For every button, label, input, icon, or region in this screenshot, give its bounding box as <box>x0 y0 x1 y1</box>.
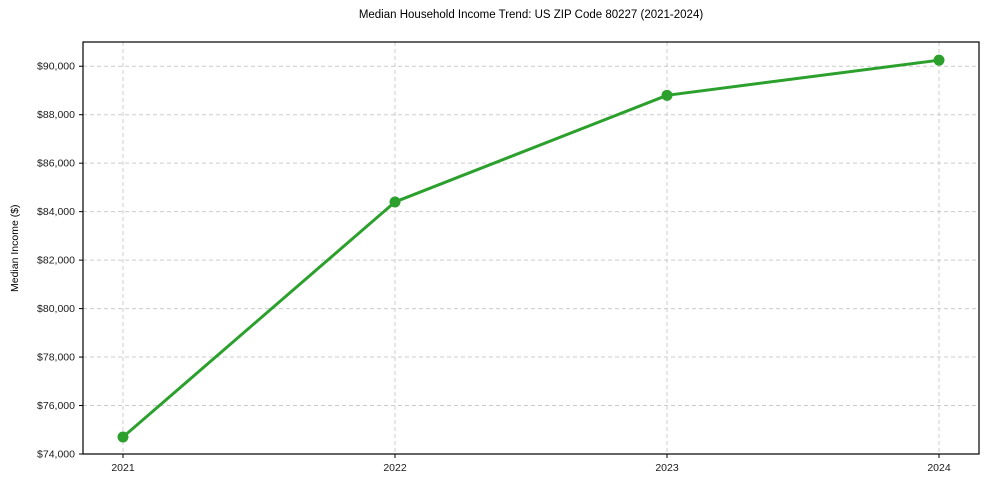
y-tick-label: $86,000 <box>37 158 75 170</box>
data-point <box>661 89 673 101</box>
chart-title: Median Household Income Trend: US ZIP Co… <box>358 9 704 21</box>
y-tick-label: $84,000 <box>37 206 75 218</box>
data-point <box>389 196 401 208</box>
trend-line <box>121 58 941 439</box>
y-tick-label: $82,000 <box>37 255 75 267</box>
x-tick-label: 2023 <box>655 462 679 474</box>
axes-spines <box>82 41 980 455</box>
data-point <box>933 54 945 66</box>
x-tick-label: 2022 <box>383 462 407 474</box>
y-tick-label: $76,000 <box>37 400 75 412</box>
y-tick-label: $90,000 <box>37 61 75 73</box>
data-point <box>117 431 129 443</box>
y-tick-label: $88,000 <box>37 109 75 121</box>
y-tick-label: $80,000 <box>37 303 75 315</box>
y-tick-label: $78,000 <box>37 352 75 364</box>
y-tick-label: $74,000 <box>37 449 75 461</box>
x-tick-label: 2024 <box>927 462 951 474</box>
x-tick-label: 2021 <box>111 462 135 474</box>
